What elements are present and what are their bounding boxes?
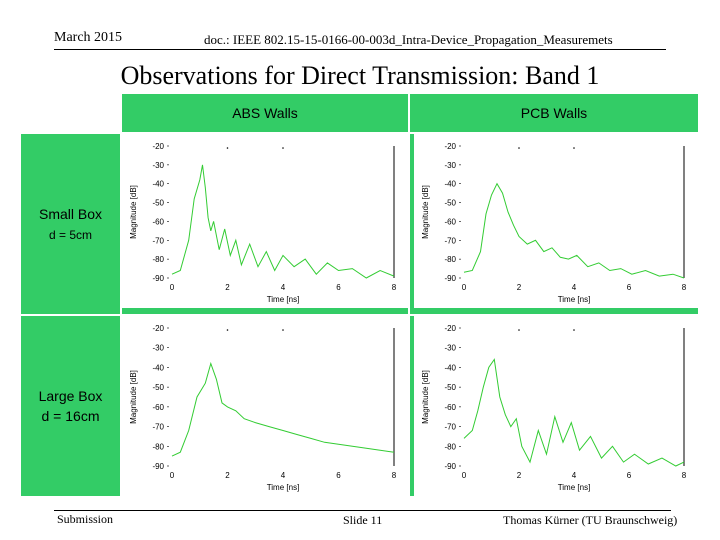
series-line — [463, 358, 685, 467]
y-tick-label: -60 — [152, 403, 164, 412]
chart-small-pcb: -20 -30 -40 -50 -60 -70 -80 -90 0 2 4 6 8 Time [ns] Ma… — [421, 142, 687, 304]
footer-submission: Submission — [57, 512, 114, 526]
y-tick-label: -50 — [152, 383, 164, 392]
x-tick-label: 4 — [281, 471, 286, 480]
x-tick-label: 2 — [225, 283, 230, 292]
grid-dot — [282, 147, 284, 149]
y-tick-label: -40 — [152, 180, 164, 189]
y-tick-label: -30 — [444, 344, 456, 353]
chart-large-pcb: -20 -30 -40 -50 -60 -70 -80 -90 0 2 4 6 8 Time [ns] Ma… — [421, 324, 687, 492]
header-doc-id: doc.: IEEE 802.15-15-0166-00-003d_Intra-… — [204, 32, 613, 47]
x-tick-label: 8 — [682, 471, 687, 480]
x-tick-label: 0 — [170, 471, 175, 480]
grid-dot — [573, 329, 575, 331]
corner-cell — [21, 94, 120, 132]
x-tick-label: 0 — [462, 471, 467, 480]
y-tick-label: -50 — [444, 383, 456, 392]
header-rule — [54, 49, 666, 50]
y-tick-label: -30 — [444, 161, 456, 170]
y-tick-label: -20 — [444, 142, 456, 151]
x-axis-title: Time [ns] — [267, 483, 300, 492]
row-label: Large Box — [38, 388, 103, 404]
x-tick-label: 6 — [627, 471, 632, 480]
y-axis-title: Magnitude [dB] — [421, 370, 430, 424]
y-tick-label: -90 — [444, 462, 456, 471]
grid-dot — [282, 329, 284, 331]
x-tick-label: 8 — [682, 283, 687, 292]
x-tick-label: 2 — [225, 471, 230, 480]
x-tick-label: 6 — [627, 283, 632, 292]
x-tick-label: 2 — [517, 283, 522, 292]
plot-large-abs: -20 -30 -40 -50 -60 -70 -80 -90 0 2 4 6 8 Time [ns] Ma… — [122, 316, 408, 496]
x-tick-label: 0 — [170, 283, 175, 292]
plot-small-abs: -20 -30 -40 -50 -60 -70 -80 -90 0 2 4 6 8 Time [ns] Ma… — [122, 134, 408, 308]
y-tick-label: -40 — [152, 363, 164, 372]
comparison-table: ABS Walls PCB Walls Small Box d = 5cm La… — [21, 94, 698, 496]
x-tick-label: 2 — [517, 471, 522, 480]
y-tick-label: -70 — [444, 236, 456, 245]
y-tick-label: -60 — [444, 217, 456, 226]
footer-rule — [54, 510, 671, 511]
column-header-abs: ABS Walls — [122, 94, 408, 132]
y-tick-label: -30 — [152, 344, 164, 353]
x-axis-title: Time [ns] — [267, 295, 300, 304]
chart-large-abs: -20 -30 -40 -50 -60 -70 -80 -90 0 2 4 6 8 Time [ns] Ma… — [129, 324, 397, 492]
x-tick-label: 4 — [572, 283, 577, 292]
y-tick-label: -70 — [444, 423, 456, 432]
y-tick-label: -70 — [152, 236, 164, 245]
x-tick-label: 6 — [336, 471, 341, 480]
x-tick-label: 4 — [572, 471, 577, 480]
y-tick-label: -90 — [152, 462, 164, 471]
y-tick-label: -60 — [444, 403, 456, 412]
x-tick-label: 4 — [281, 283, 286, 292]
plot-large-pcb: -20 -30 -40 -50 -60 -70 -80 -90 0 2 4 6 8 Time [ns] Ma… — [414, 316, 698, 496]
row-label: Small Box — [38, 206, 103, 222]
y-axis-title: Magnitude [dB] — [129, 185, 138, 239]
y-tick-label: -40 — [444, 180, 456, 189]
series-line — [171, 361, 395, 457]
y-axis-title: Magnitude [dB] — [129, 370, 138, 424]
y-tick-label: -80 — [152, 255, 164, 264]
series-line — [463, 182, 685, 279]
grid-dot — [518, 147, 520, 149]
y-tick-label: -70 — [152, 423, 164, 432]
grid-dot — [518, 329, 520, 331]
slide-title: Observations for Direct Transmission: Ba… — [120, 61, 600, 90]
y-tick-label: -50 — [152, 199, 164, 208]
x-axis-title: Time [ns] — [558, 295, 591, 304]
y-tick-label: -40 — [444, 363, 456, 372]
x-tick-label: 8 — [392, 283, 397, 292]
y-tick-label: -80 — [152, 442, 164, 451]
x-tick-label: 8 — [392, 471, 397, 480]
x-axis-title: Time [ns] — [558, 483, 591, 492]
grid-dot — [226, 147, 229, 149]
footer-slide-number: Slide 11 — [343, 513, 383, 527]
grid-dot — [573, 147, 575, 149]
column-header-pcb: PCB Walls — [410, 94, 698, 132]
x-tick-label: 0 — [462, 283, 467, 292]
header-date: March 2015 — [54, 30, 123, 45]
row-sublabel: d = 5cm — [48, 228, 93, 242]
grid-dot — [226, 329, 229, 331]
y-tick-label: -20 — [152, 142, 164, 151]
series-line — [171, 164, 395, 279]
x-tick-label: 6 — [336, 283, 341, 292]
footer-author: Thomas Kürner (TU Braunschweig) — [503, 513, 678, 527]
y-axis-title: Magnitude [dB] — [421, 185, 430, 239]
y-tick-label: -60 — [152, 217, 164, 226]
row-sublabel: d = 16cm — [41, 408, 100, 424]
plot-small-pcb: -20 -30 -40 -50 -60 -70 -80 -90 0 2 4 6 8 Time [ns] Ma… — [414, 134, 698, 308]
y-tick-label: -90 — [444, 274, 456, 283]
chart-small-abs: -20 -30 -40 -50 -60 -70 -80 -90 0 2 4 6 8 Time [ns] Ma… — [129, 142, 397, 304]
y-tick-label: -80 — [444, 255, 456, 264]
y-tick-label: -90 — [152, 274, 164, 283]
row-header-small-box: Small Box d = 5cm — [21, 134, 120, 314]
y-tick-label: -20 — [152, 324, 164, 333]
y-tick-label: -30 — [152, 161, 164, 170]
y-tick-label: -20 — [444, 324, 456, 333]
row-header-large-box: Large Box d = 16cm — [21, 316, 120, 496]
y-tick-label: -50 — [444, 199, 456, 208]
y-tick-label: -80 — [444, 442, 456, 451]
